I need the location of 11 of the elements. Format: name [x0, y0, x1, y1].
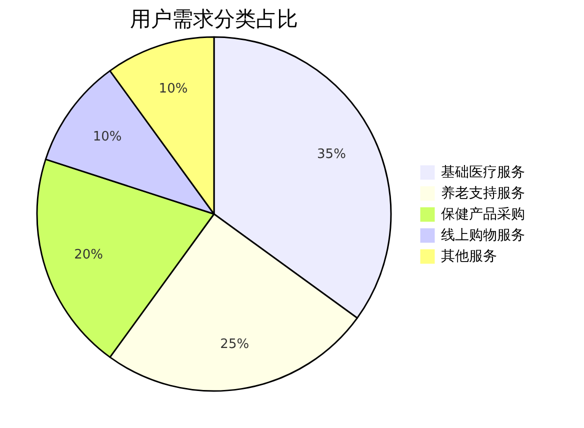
legend-label: 保健产品采购 [441, 206, 525, 222]
data-label: 35% [317, 147, 346, 162]
data-label: 25% [220, 337, 250, 352]
legend-label: 养老支持服务 [441, 186, 525, 202]
chart-title: 用户需求分类占比 [130, 7, 298, 31]
legend-label: 基础医疗服务 [441, 164, 525, 180]
legend-label: 线上购物服务 [441, 228, 525, 244]
data-label: 20% [74, 248, 104, 263]
data-label: 10% [92, 129, 122, 144]
data-label: 10% [158, 82, 188, 97]
legend-label: 其他服务 [441, 248, 497, 264]
